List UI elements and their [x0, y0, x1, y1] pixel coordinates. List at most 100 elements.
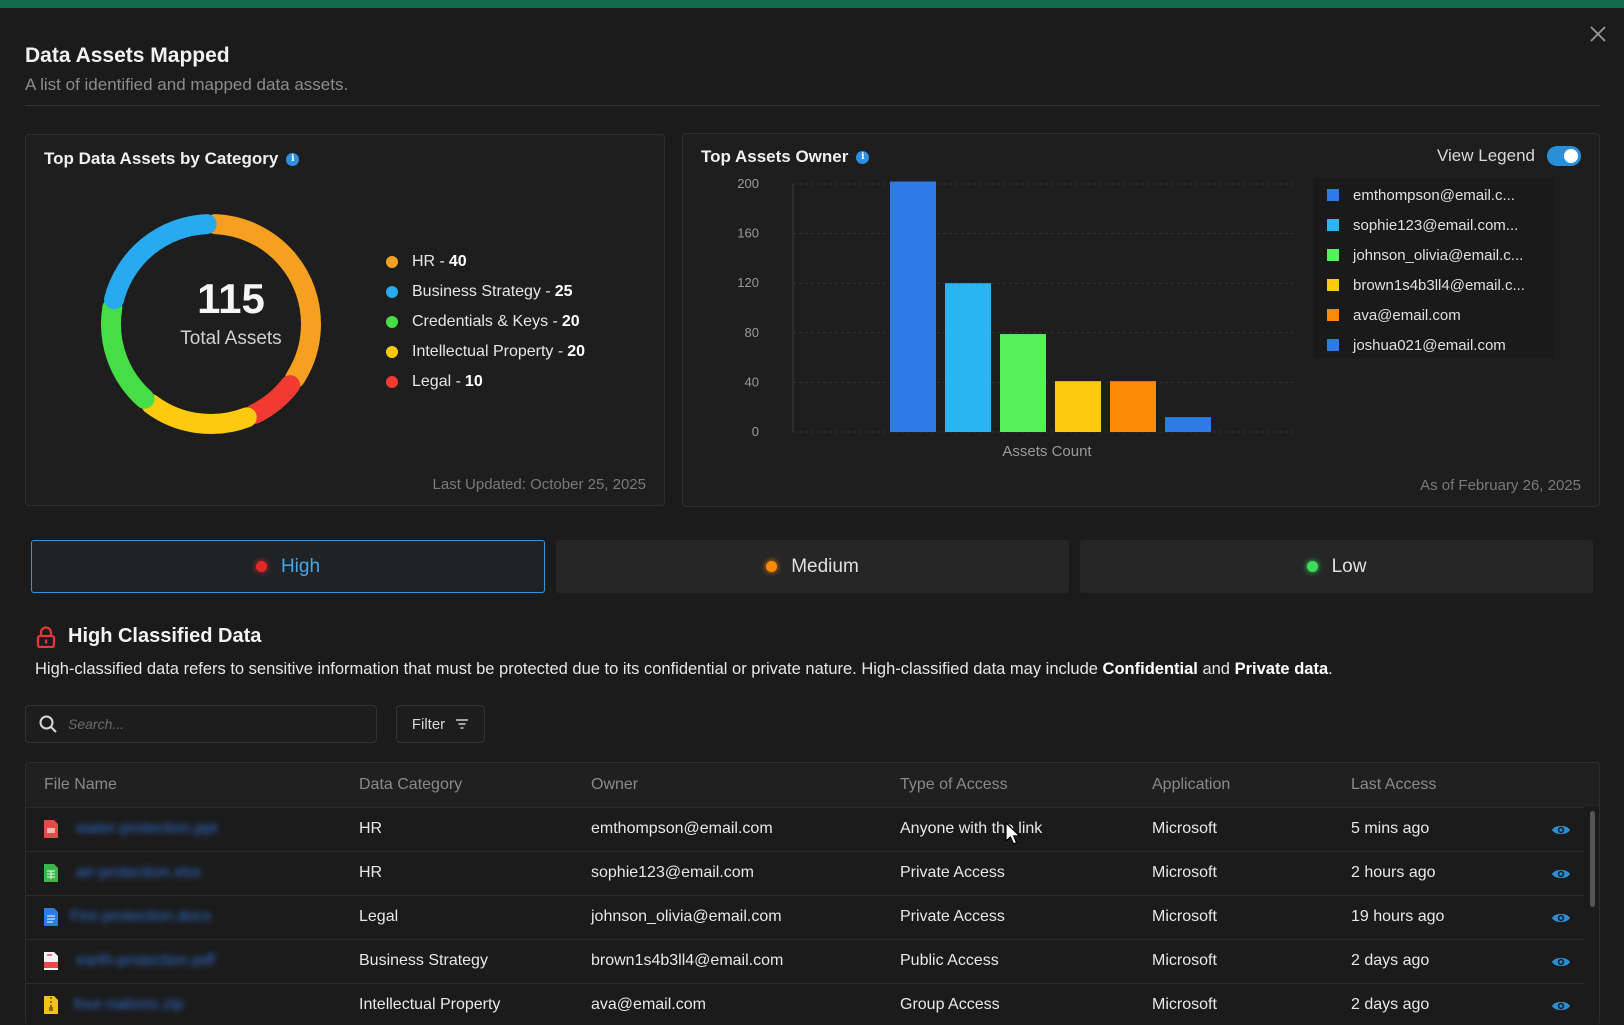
bar-owner-4[interactable]	[1055, 381, 1101, 432]
zip-file-icon	[44, 996, 58, 1014]
last-access: 2 days ago	[1351, 952, 1430, 969]
divider	[25, 105, 1600, 106]
legend-item-owner-6: joshua021@email.com	[1313, 330, 1553, 360]
type-of-access: Private Access	[900, 864, 1005, 881]
table-scrollbar[interactable]	[1590, 811, 1595, 907]
view-eye-icon[interactable]	[1551, 821, 1571, 839]
table-row[interactable]: water-protection.ppt HR emthompson@email…	[26, 807, 1584, 851]
column-header[interactable]: Owner	[591, 776, 639, 793]
legend-value: 40	[448, 253, 467, 270]
owner-card: Top Assets Owner i View Legend 200 160 120…	[682, 133, 1600, 507]
legend-label: joshua021@email.com	[1353, 336, 1506, 354]
column-header[interactable]: File Name	[44, 776, 117, 793]
medium-status-dot	[766, 561, 778, 572]
tab-low[interactable]: Low	[1080, 540, 1593, 593]
close-icon[interactable]	[1586, 22, 1610, 46]
as-of-date: As of February 26, 2025	[1420, 477, 1581, 494]
lock-icon	[36, 625, 56, 648]
view-eye-icon[interactable]	[1551, 865, 1571, 883]
view-eye-icon[interactable]	[1551, 953, 1571, 971]
file-name-link[interactable]: four-nations.zip	[74, 996, 184, 1013]
legend-value: 25	[554, 283, 573, 300]
info-icon[interactable]: i	[856, 150, 870, 164]
column-header[interactable]: Application	[1152, 776, 1231, 793]
type-of-access: Private Access	[900, 908, 1005, 925]
legend-label: Intellectual Property -	[412, 343, 564, 360]
search-icon	[39, 715, 57, 733]
column-header[interactable]: Last Access	[1351, 776, 1437, 793]
table-row[interactable]: earth-protection.pdf Business Strategy b…	[26, 939, 1584, 983]
legend-item-hr: HR - 40	[386, 247, 585, 277]
bar-owner-1[interactable]	[890, 181, 936, 432]
legend-dot	[386, 286, 398, 298]
legend-item-intellectual-property: Intellectual Property - 20	[386, 337, 585, 367]
bar-owner-6[interactable]	[1165, 417, 1211, 432]
column-header[interactable]: Data Category	[359, 776, 463, 793]
tab-label: Low	[1331, 555, 1367, 577]
table-row[interactable]: air-protection.xlsx HR sophie123@email.c…	[26, 851, 1584, 895]
filter-button[interactable]: Filter	[396, 705, 485, 743]
tab-medium[interactable]: Medium	[556, 540, 1069, 593]
view-legend-toggle-row: View Legend	[1437, 146, 1581, 166]
owner-bar-chart: 200 160 120 80 40 0 Assets Count	[737, 176, 1295, 460]
file-name-link[interactable]: water-protection.ppt	[76, 820, 218, 837]
x-axis-label: Assets Count	[1002, 443, 1092, 460]
column-header[interactable]: Type of Access	[900, 776, 1008, 793]
legend-label: emthompson@email.c...	[1353, 186, 1515, 204]
donut-segment-legal[interactable]	[86, 199, 336, 449]
legend-dot	[386, 256, 398, 268]
table-row[interactable]: Fire-protection.docx Legal johnson_olivi…	[26, 895, 1584, 939]
xlsx-file-icon	[44, 864, 58, 882]
search-box	[25, 705, 377, 743]
file-name-link[interactable]: Fire-protection.docx	[70, 908, 212, 925]
application: Microsoft	[1152, 996, 1217, 1013]
bar-owner-3[interactable]	[1000, 334, 1046, 432]
view-legend-label: View Legend	[1437, 146, 1535, 165]
filter-icon	[456, 719, 469, 729]
total-assets-label: Total Assets	[180, 328, 282, 349]
legend-label: Legal -	[412, 373, 461, 390]
desc-bold-private: Private data	[1234, 660, 1329, 678]
owner-legend: emthompson@email.c... sophie123@email.co…	[1313, 178, 1553, 358]
data-table: File Name Data Category Owner Type of Ac…	[25, 762, 1600, 1025]
application: Microsoft	[1152, 908, 1217, 925]
legend-dot	[386, 316, 398, 328]
legend-label: sophie123@email.com...	[1353, 216, 1519, 234]
donut-segment-business-strategy[interactable]	[89, 202, 332, 445]
owner: brown1s4b3ll4@email.com	[591, 952, 784, 969]
legend-item-owner-4: brown1s4b3ll4@email.c...	[1313, 270, 1553, 300]
table-row[interactable]: four-nations.zip Intellectual Property a…	[26, 983, 1584, 1025]
view-eye-icon[interactable]	[1551, 909, 1571, 927]
mouse-cursor-icon	[1005, 822, 1021, 845]
file-name-link[interactable]: earth-protection.pdf	[76, 952, 215, 969]
legend-label: ava@email.com	[1353, 306, 1461, 324]
page-title: Data Assets Mapped	[25, 44, 230, 67]
info-icon[interactable]: i	[286, 152, 300, 166]
category-card: Top Data Assets by Category i 115 Total …	[25, 134, 665, 506]
file-name-link[interactable]: air-protection.xlsx	[76, 864, 202, 881]
application: Microsoft	[1152, 952, 1217, 969]
category-donut-chart	[86, 199, 336, 449]
legend-label: brown1s4b3ll4@email.c...	[1353, 276, 1525, 294]
section-title: High Classified Data	[68, 625, 262, 647]
bar-owner-5[interactable]	[1110, 381, 1156, 432]
total-assets-value: 115	[197, 275, 265, 322]
legend-item-owner-1: emthompson@email.c...	[1313, 180, 1553, 210]
data-category: Business Strategy	[359, 952, 488, 969]
owner-card-title-row: Top Assets Owner i	[701, 147, 870, 167]
view-eye-icon[interactable]	[1551, 997, 1571, 1015]
donut-segment-intellectual-property[interactable]	[86, 199, 336, 449]
legend-label: johnson_olivia@email.c...	[1353, 246, 1524, 264]
application: Microsoft	[1152, 820, 1217, 837]
last-access: 2 hours ago	[1351, 864, 1436, 881]
y-tick-label: 80	[745, 325, 759, 340]
tab-high[interactable]: High	[31, 540, 545, 593]
owner: ava@email.com	[591, 996, 706, 1013]
search-input[interactable]	[68, 716, 358, 732]
view-legend-toggle[interactable]	[1547, 146, 1581, 166]
owner: sophie123@email.com	[591, 864, 754, 881]
category-legend: HR - 40 Business Strategy - 25 Credentia…	[386, 247, 585, 397]
bar-owner-2[interactable]	[945, 283, 991, 432]
last-updated: Last Updated: October 25, 2025	[432, 476, 646, 493]
donut-segment-credentials-keys[interactable]	[86, 199, 336, 449]
